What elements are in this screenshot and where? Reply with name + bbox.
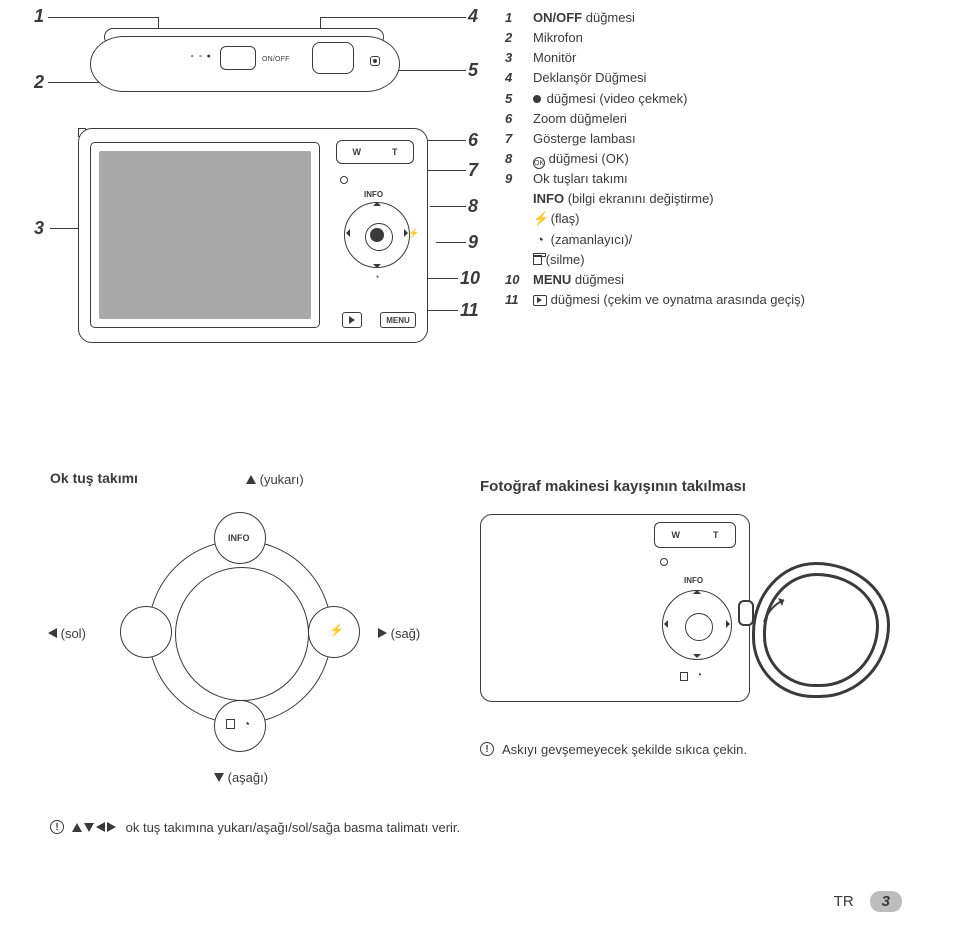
footer-page: 3 — [870, 891, 902, 912]
legend-9: Ok tuşları takımı — [533, 169, 935, 189]
ref-10: 10 — [460, 268, 480, 289]
arrow-pad-right-label: (sağ) — [378, 626, 420, 641]
strap-section: Fotoğraf makinesi kayışının takılması WT… — [480, 478, 910, 495]
monitor-screen-icon — [90, 142, 320, 328]
timer-icon: ◔ — [696, 670, 702, 681]
zoom-w: W — [672, 530, 681, 540]
trash-icon — [533, 255, 542, 265]
onoff-label: ON/OFF — [262, 56, 290, 63]
shutter-button-icon — [312, 42, 354, 74]
zoom-w: W — [353, 147, 362, 157]
arrow-pad-diagram: INFO ◔ ⚡ — [120, 512, 360, 752]
legend-5: düğmesi (video çekmek) — [533, 89, 935, 109]
ref-3: 3 — [34, 218, 44, 239]
legend-7: Gösterge lambası — [533, 129, 935, 149]
timer-icon: ◔ — [533, 230, 547, 250]
ok-icon: OK — [533, 157, 545, 169]
ref-1: 1 — [34, 6, 44, 27]
strap-eyelet-icon — [738, 600, 754, 626]
arrow-pad-up-label: (yukarı) — [246, 472, 304, 487]
arrow-pad-note: ! ok tuş takımına yukarı/aşağı/sol/sağa … — [50, 820, 470, 835]
ref-11: 11 — [460, 300, 479, 321]
camera-back-view: W T INFO ⚡ ◔ MENU — [78, 128, 428, 343]
ref-7: 7 — [468, 160, 478, 181]
indicator-lamp-icon — [340, 176, 348, 184]
info-label: INFO — [228, 533, 250, 543]
legend-9c: ◔ (zamanlayıcı)/ — [505, 230, 935, 250]
page-footer: TR 3 — [834, 891, 902, 912]
info-note-icon: ! — [50, 820, 64, 834]
ref-9: 9 — [468, 232, 478, 253]
play-button-icon — [342, 312, 362, 328]
legend-9d: (silme) — [505, 250, 935, 270]
legend-8: OK düğmesi (OK) — [533, 149, 935, 169]
arrow-pad-down-label: (aşağı) — [214, 770, 268, 785]
flash-icon: ⚡ — [533, 209, 547, 229]
legend-1: ON/OFF düğmesi — [533, 8, 935, 28]
info-note-icon: ! — [480, 742, 494, 756]
legend-9b: ⚡ (flaş) — [505, 209, 935, 229]
zoom-rocker-icon: W T — [336, 140, 414, 164]
dpad-icon — [662, 590, 732, 660]
ref-4: 4 — [468, 6, 478, 27]
info-label: INFO — [684, 576, 703, 585]
timer-icon: ◔ — [243, 717, 250, 731]
legend-6: Zoom düğmeleri — [533, 109, 935, 129]
strap-note-text: Askıyı gevşemeyecek şekilde sıkıca çekin… — [502, 742, 747, 757]
strap-title: Fotoğraf makinesi kayışının takılması — [480, 478, 910, 495]
footer-lang: TR — [834, 893, 854, 910]
arrow-pad-left-label: (sol) — [48, 626, 86, 641]
ref-6: 6 — [468, 130, 478, 151]
ref-8: 8 — [468, 196, 478, 217]
legend-9a: INFO (bilgi ekranını değiştirme) — [505, 189, 935, 209]
zoom-t: T — [713, 530, 719, 540]
flash-icon: ⚡ — [408, 228, 419, 239]
flash-icon: ⚡ — [329, 623, 344, 637]
trash-icon — [226, 719, 235, 729]
arrow-pad-note-text: ok tuş takımına yukarı/aşağı/sol/sağa ba… — [126, 820, 461, 835]
rec-icon — [533, 95, 541, 103]
strap-note: ! Askıyı gevşemeyecek şekilde sıkıca çek… — [480, 742, 900, 757]
indicator-lamp-icon — [660, 558, 668, 566]
legend-10: MENU düğmesi — [533, 270, 935, 290]
play-icon — [533, 295, 547, 306]
strap-loop-icon — [752, 562, 890, 698]
trash-icon — [680, 672, 688, 681]
parts-legend: 1ON/OFF düğmesi 2Mikrofon 3Monitör 4Dekl… — [505, 8, 935, 310]
pull-arrow-icon — [760, 592, 794, 626]
ref-2: 2 — [34, 72, 44, 93]
legend-11: düğmesi (çekim ve oynatma arasında geçiş… — [533, 290, 935, 310]
strap-figure: W T INFO ◔ — [480, 506, 900, 726]
ref-5: 5 — [468, 60, 478, 81]
menu-button-icon: MENU — [380, 312, 416, 328]
top-leds-icon: ∘ ∘ ● — [190, 52, 212, 60]
legend-2: Mikrofon — [533, 28, 935, 48]
rec-button-icon — [370, 56, 380, 66]
camera-top-view: ON/OFF ∘ ∘ ● — [90, 26, 400, 98]
legend-4: Deklanşör Düğmesi — [533, 68, 935, 88]
legend-3: Monitör — [533, 48, 935, 68]
ok-button-icon — [370, 228, 384, 242]
timer-icon: ◔ — [374, 272, 379, 282]
arrow-pad-section: Ok tuş takımı (yukarı) INFO ◔ ⚡ (sol) (s… — [50, 470, 470, 486]
onoff-button-icon — [220, 46, 256, 70]
zoom-t: T — [392, 147, 398, 157]
